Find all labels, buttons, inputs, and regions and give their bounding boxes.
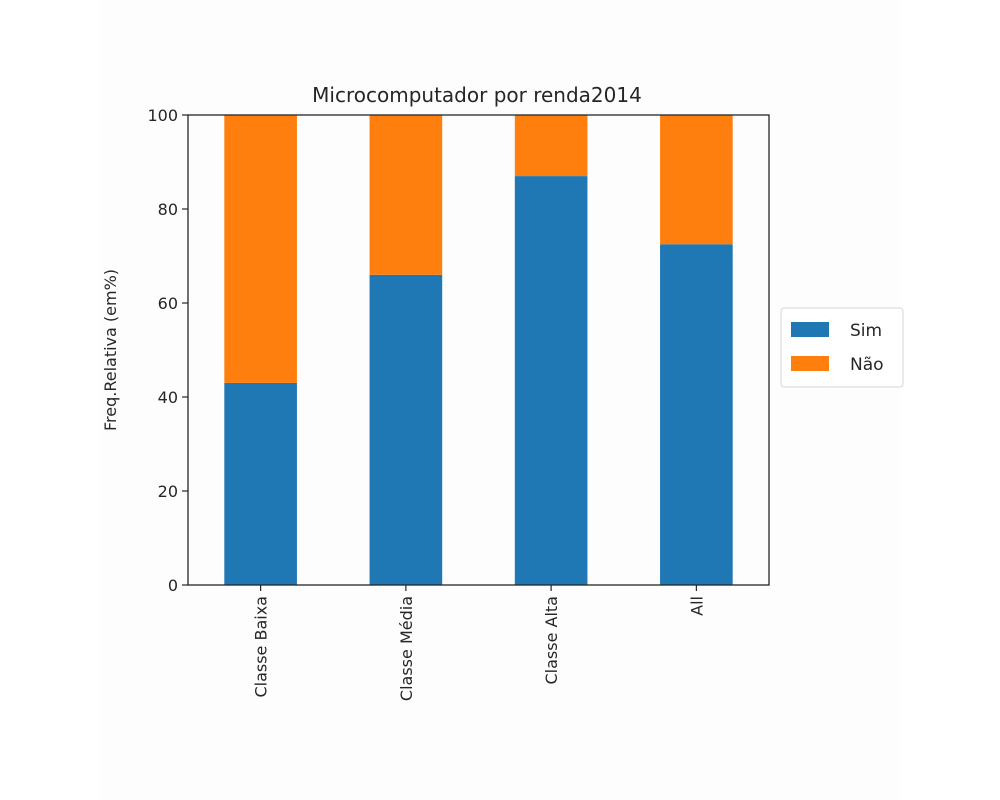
y-tick-label: 0 xyxy=(168,576,178,595)
bars-group xyxy=(224,115,733,585)
x-tick-label: Classe Média xyxy=(397,596,416,701)
legend-label-nao: Não xyxy=(850,355,884,375)
legend-swatch-nao xyxy=(791,356,829,371)
y-tick-label: 60 xyxy=(158,294,178,313)
bar-nao-1 xyxy=(224,115,297,383)
x-tick-label: Classe Alta xyxy=(542,596,561,685)
plot-frame xyxy=(187,114,770,586)
x-axis: Classe Baixa Classe Média Classe Alta All xyxy=(252,585,706,701)
x-tick-label: All xyxy=(687,596,706,616)
y-axis-label: Freq.Relativa (em%) xyxy=(101,269,120,431)
y-tick-label: 40 xyxy=(158,388,178,407)
bar-sim-4 xyxy=(660,244,733,585)
x-tick-label: Classe Baixa xyxy=(252,596,271,698)
legend-label-sim: Sim xyxy=(850,321,882,341)
bar-sim-1 xyxy=(224,382,297,585)
y-tick-label: 100 xyxy=(147,106,178,125)
chart-title: Microcomputador por renda2014 xyxy=(312,83,642,107)
bar-sim-3 xyxy=(514,176,588,585)
bar-sim-2 xyxy=(369,274,443,585)
bar-nao-4 xyxy=(660,115,733,245)
legend: Sim Não xyxy=(780,307,904,388)
y-tick-label: 80 xyxy=(158,200,178,219)
y-tick-label: 20 xyxy=(158,482,178,501)
bar-nao-2 xyxy=(369,115,443,275)
legend-swatch-sim xyxy=(791,322,829,337)
legend-box xyxy=(780,307,904,388)
y-axis: 0 20 40 60 80 100 xyxy=(147,106,188,595)
bar-nao-3 xyxy=(514,115,588,177)
